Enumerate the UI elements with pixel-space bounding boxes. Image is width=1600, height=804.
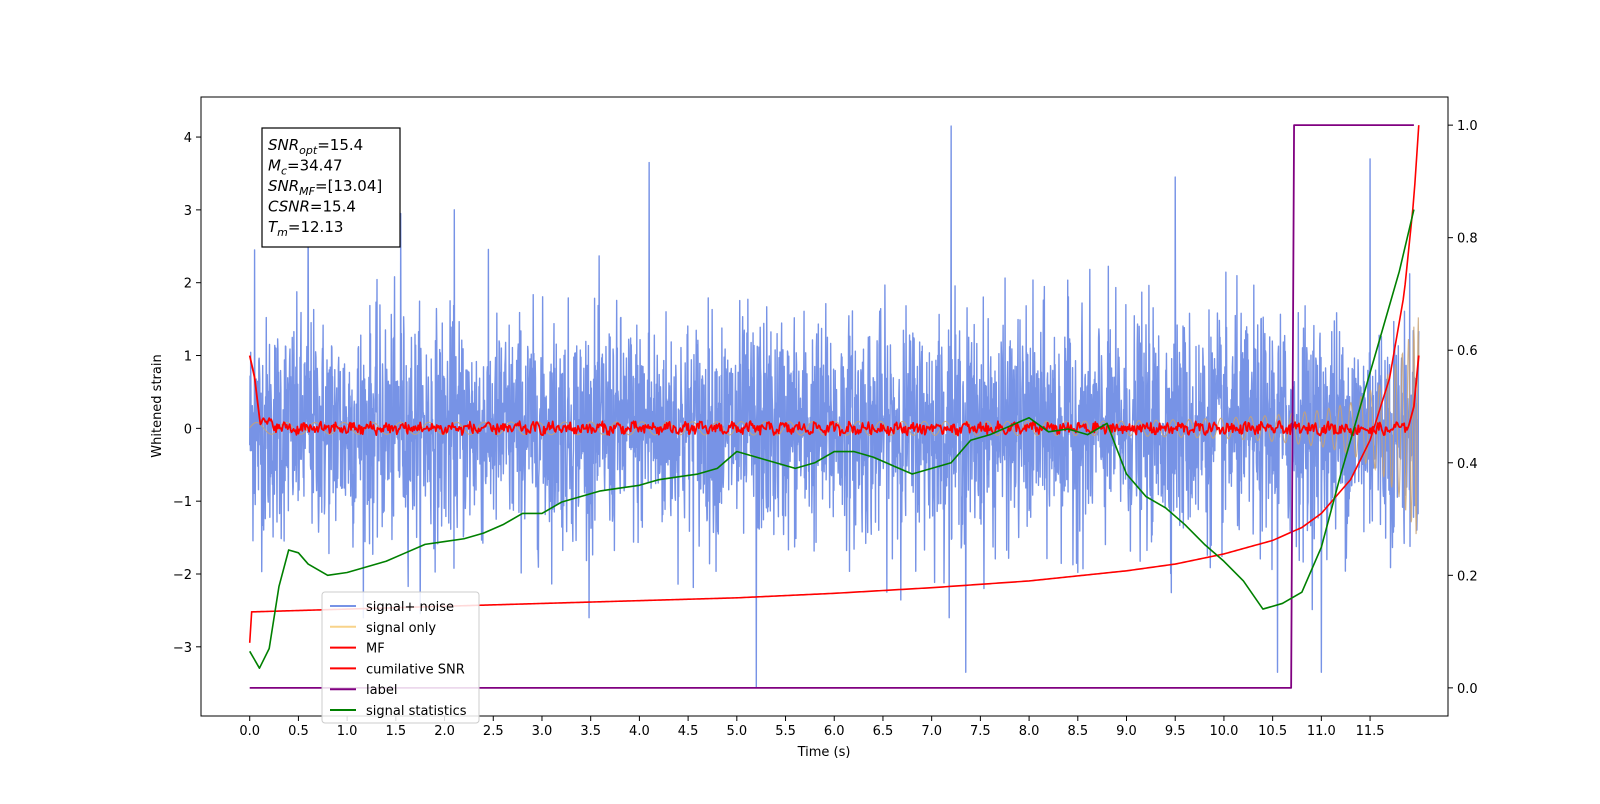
y-axis-label: Whitened strain: [150, 354, 165, 457]
x-tick-label: 2.5: [483, 724, 504, 739]
x-tick-label: 9.0: [1116, 724, 1137, 739]
x-tick-label: 9.5: [1165, 724, 1186, 739]
x-tick-label: 4.5: [678, 724, 699, 739]
y-tick-label: −2: [173, 568, 192, 583]
series-label: [249, 124, 1414, 689]
info-line: Tm=12.13: [268, 218, 343, 239]
x-tick-label: 7.0: [921, 724, 942, 739]
y-axis-right: 1.0 0.8 0.6 0.4 0.2 0.0: [1448, 119, 1478, 697]
info-line: Mc=34.47: [268, 157, 343, 178]
x-tick-label: 3.5: [580, 724, 601, 739]
x-axis-label: Time (s): [797, 745, 851, 760]
y-tick-label: 4: [184, 131, 192, 146]
x-tick-label: 8.5: [1067, 724, 1088, 739]
legend-label: signal statistics: [366, 704, 467, 719]
y-tick-label: 1: [184, 350, 192, 365]
x-tick-label: 0.5: [288, 724, 309, 739]
x-tick-label: 0.0: [239, 724, 260, 739]
y2-tick-label: 0.0: [1457, 682, 1478, 697]
info-box: SNRopt=15.4Mc=34.47SNRMF=[13.04]CSNR=15.…: [261, 127, 401, 248]
y2-tick-label: 0.4: [1457, 457, 1478, 472]
series-signal-noise: [249, 125, 1420, 688]
x-tick-label: 5.0: [726, 724, 747, 739]
y2-tick-label: 0.2: [1457, 569, 1478, 584]
legend: signal+ noise signal only MF cumilative SNR…: [321, 591, 480, 724]
info-line: CSNR=15.4: [268, 198, 356, 216]
y-tick-label: −1: [173, 495, 192, 510]
x-tick-label: 1.5: [386, 724, 407, 739]
info-line: SNRopt=15.4: [268, 136, 363, 157]
x-tick-label: 3.0: [532, 724, 553, 739]
x-tick-label: 2.0: [434, 724, 455, 739]
x-tick-label: 6.0: [824, 724, 845, 739]
x-tick-label: 6.5: [873, 724, 894, 739]
x-tick-label: 1.0: [337, 724, 358, 739]
legend-label: label: [366, 683, 397, 698]
x-tick-label: 11.5: [1356, 724, 1385, 739]
plot-frame: [200, 96, 1449, 717]
info-line: SNRMF=[13.04]: [268, 177, 382, 198]
x-tick-label: 7.5: [970, 724, 991, 739]
y-tick-label: −3: [173, 641, 192, 656]
y2-tick-label: 0.6: [1457, 344, 1478, 359]
y-tick-label: 3: [184, 204, 192, 219]
x-tick-label: 5.5: [775, 724, 796, 739]
legend-label: signal+ noise: [366, 600, 454, 615]
y2-tick-label: 1.0: [1457, 119, 1478, 134]
x-tick-label: 8.0: [1019, 724, 1040, 739]
legend-label: signal only: [366, 621, 436, 636]
y-tick-label: 2: [184, 277, 192, 292]
x-tick-label: 10.0: [1209, 724, 1238, 739]
x-tick-label: 11.0: [1307, 724, 1336, 739]
series-signal-statistics: [249, 209, 1415, 669]
legend-label: cumilative SNR: [366, 662, 465, 677]
y-axis-left: 4 3 2 1 0 −1 −2 −3: [173, 131, 201, 656]
legend-label: MF: [366, 642, 385, 657]
x-tick-label: 10.5: [1258, 724, 1287, 739]
y2-tick-label: 0.8: [1457, 232, 1478, 247]
x-tick-label: 4.0: [629, 724, 650, 739]
x-axis: 0.0 0.5 1.0 1.5 2.0 2.5 3.0 3.5 4.0 4.5 5.0 5.5 6.0 6…: [239, 716, 1385, 739]
y-tick-label: 0: [184, 422, 192, 437]
series-mf: [248, 355, 1420, 437]
series-signal-only: [249, 317, 1420, 535]
